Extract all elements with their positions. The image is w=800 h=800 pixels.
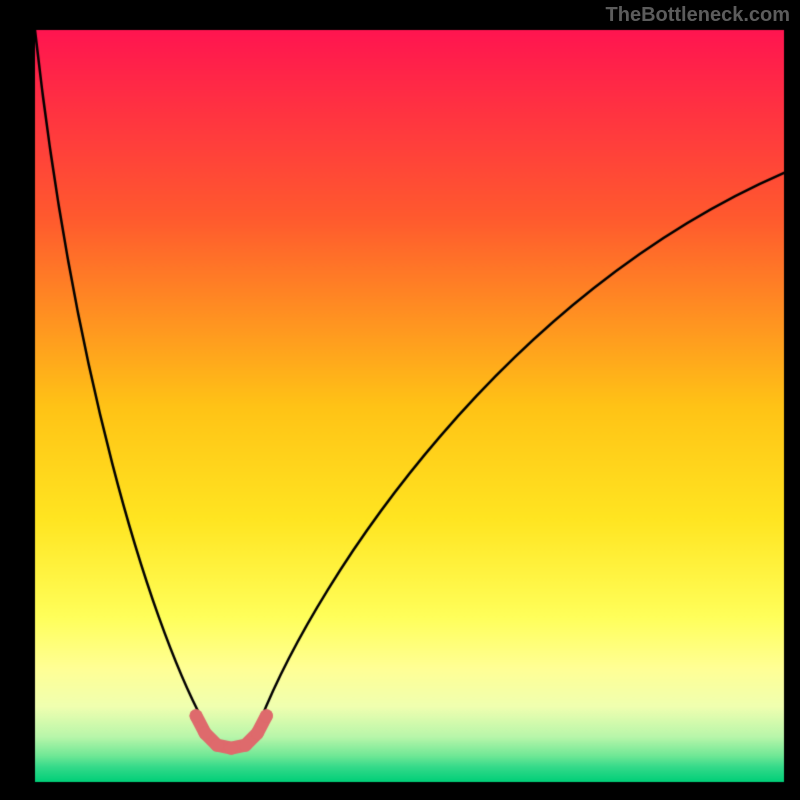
watermark-text: TheBottleneck.com <box>606 4 790 27</box>
chart-container: TheBottleneck.com <box>0 0 800 800</box>
gradient-plot-canvas <box>0 0 800 800</box>
